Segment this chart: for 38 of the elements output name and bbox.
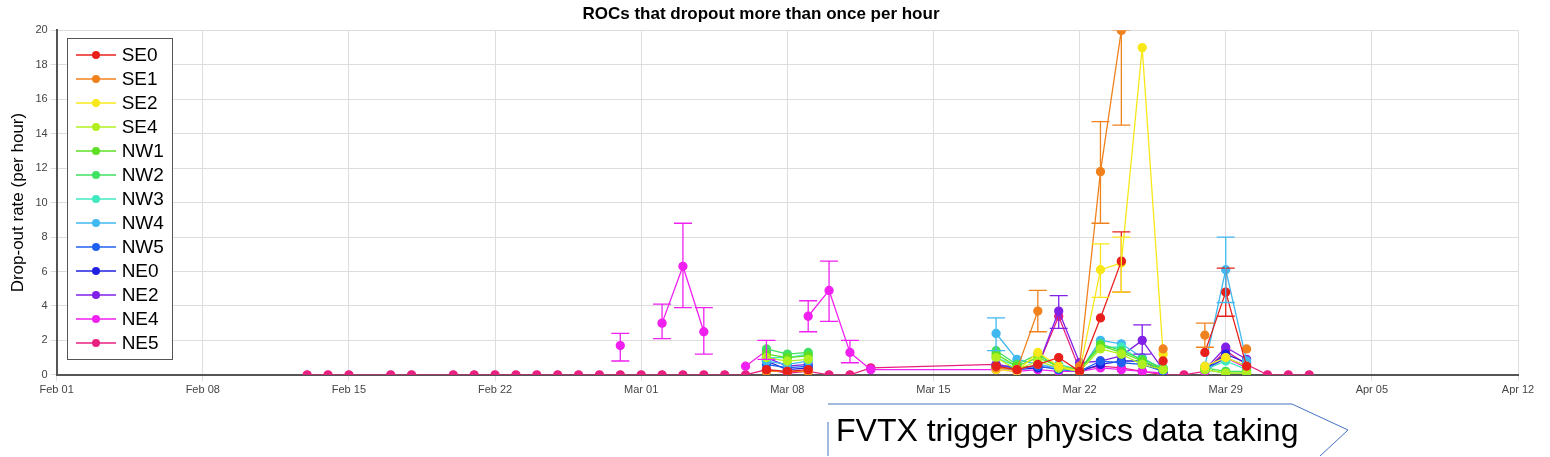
- legend-label: NE4: [121, 308, 159, 331]
- y-tick-label: 16: [35, 92, 48, 105]
- x-tick-label: Feb 08: [185, 383, 220, 396]
- y-tick-label: 14: [35, 126, 48, 139]
- y-tick-label: 6: [41, 264, 48, 277]
- y-tick-label: 12: [35, 161, 48, 174]
- x-tick-label: Mar 29: [1208, 383, 1243, 396]
- x-tick-label: Mar 22: [1062, 383, 1097, 396]
- legend-label: NE0: [121, 260, 159, 283]
- x-tick-label: Mar 15: [916, 383, 951, 396]
- x-tick-label: Feb 01: [39, 383, 74, 396]
- legend-label: SE0: [121, 44, 158, 67]
- legend-label: SE4: [121, 116, 158, 139]
- legend-label: NW4: [121, 212, 164, 235]
- y-tick-label: 10: [35, 195, 48, 208]
- text: FVTX trigger physics data taking: [836, 412, 1299, 449]
- x-tick-label: Feb 22: [477, 383, 513, 396]
- y-tick-label: 0: [41, 367, 48, 380]
- legend-label: SE2: [121, 92, 158, 115]
- y-tick-label: 18: [35, 57, 48, 70]
- legend-label: NE2: [121, 284, 159, 307]
- legend-label: NW1: [121, 140, 164, 163]
- x-tick-label: Mar 01: [624, 383, 659, 396]
- legend-label: NW3: [121, 188, 164, 211]
- x-tick-label: Apr 05: [1355, 383, 1389, 396]
- y-tick-label: 20: [35, 23, 48, 36]
- legend-label: NE5: [121, 332, 159, 355]
- legend-label: NW2: [121, 164, 164, 187]
- legend-label: NW5: [121, 236, 164, 259]
- chart-title: ROCs that dropout more than once per hour: [582, 3, 940, 23]
- legend-label: SE1: [121, 68, 158, 91]
- x-tick-label: Apr 12: [1501, 383, 1535, 396]
- x-tick-label: Mar 08: [770, 383, 805, 396]
- y-axis-title: Drop-out rate (per hour): [7, 112, 27, 293]
- y-tick-label: 2: [41, 333, 48, 346]
- x-tick-label: Feb 15: [331, 383, 367, 396]
- y-tick-label: 4: [41, 298, 48, 311]
- y-tick-label: 8: [41, 230, 48, 243]
